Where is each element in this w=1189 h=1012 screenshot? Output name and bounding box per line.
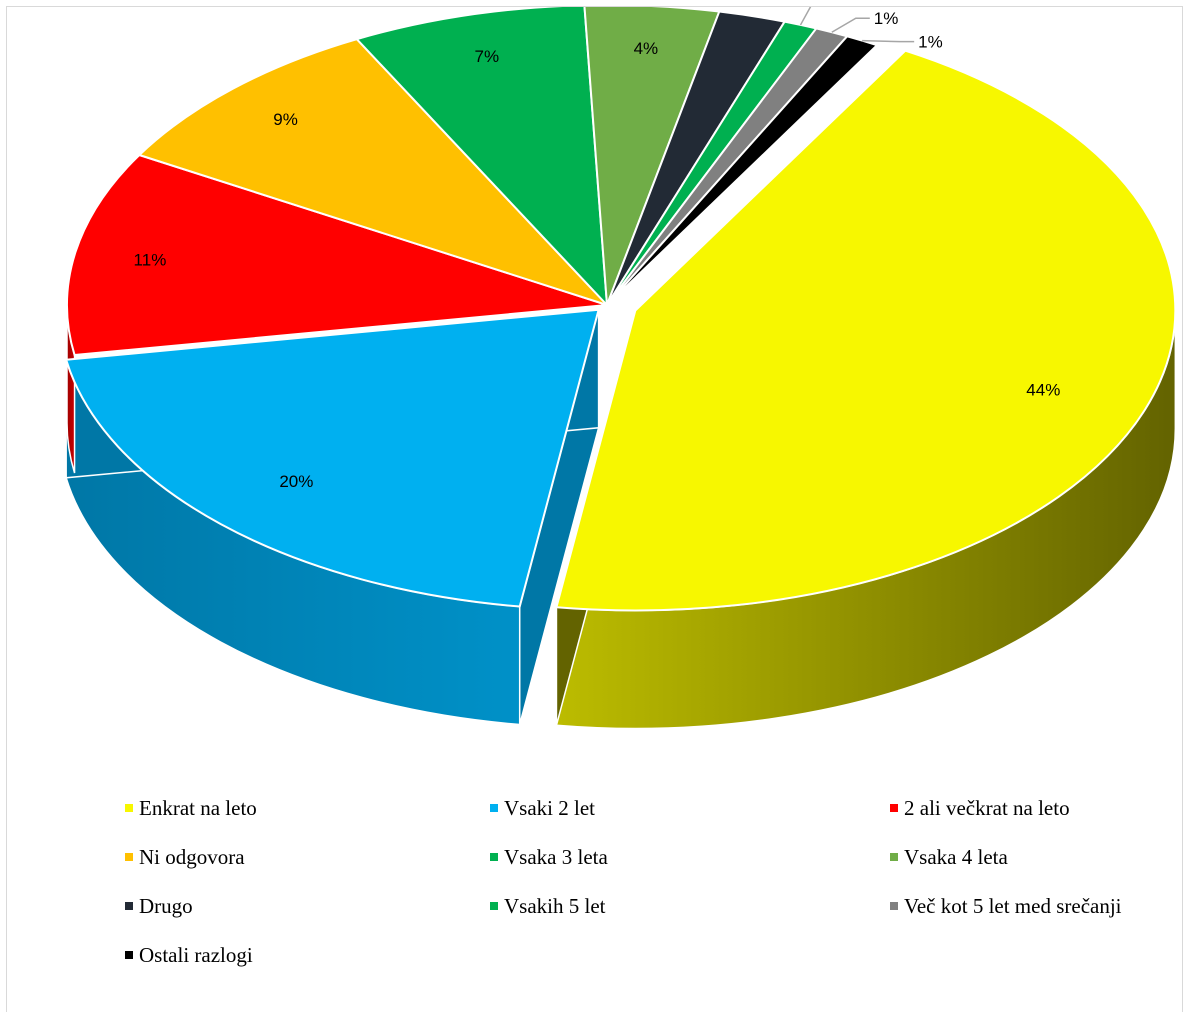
legend-swatch	[125, 951, 133, 959]
legend-label: Ni odgovora	[139, 845, 245, 870]
leader-line-vec-kot-5-let-med-srecanji	[832, 18, 870, 32]
data-label-enkrat-na-leto: 44%	[1026, 380, 1060, 399]
data-label-vec-kot-5-let-med-srecanji: 1%	[874, 9, 899, 28]
data-label-2-ali-veckrat-na-leto: 11%	[134, 250, 167, 269]
legend-item-vec-kot-5-let-med-srecanji: Več kot 5 let med srečanji	[890, 893, 1189, 919]
legend-item-2-ali-veckrat-na-leto: 2 ali večkrat na leto	[890, 795, 1189, 821]
legend-item-enkrat-na-leto: Enkrat na leto	[125, 795, 490, 821]
legend-swatch	[490, 853, 498, 861]
leader-line-ostali-razlogi	[862, 41, 914, 42]
legend-swatch	[890, 804, 898, 812]
legend-item-vsakih-5-let: Vsakih 5 let	[490, 893, 890, 919]
legend-label: Vsakih 5 let	[504, 894, 605, 919]
data-label-vsaka-4-leta: 4%	[634, 39, 659, 58]
legend-swatch	[490, 804, 498, 812]
legend-swatch	[490, 902, 498, 910]
legend-swatch	[125, 804, 133, 812]
legend-label: Drugo	[139, 894, 193, 919]
legend-label: Vsaki 2 let	[504, 796, 595, 821]
legend-item-vsaka-4-leta: Vsaka 4 leta	[890, 844, 1189, 870]
legend-label: 2 ali večkrat na leto	[904, 796, 1070, 821]
legend: Enkrat na leto Vsaki 2 let 2 ali večkrat n…	[125, 795, 1185, 968]
legend-swatch	[125, 902, 133, 910]
legend-label: Več kot 5 let med srečanji	[904, 894, 1122, 919]
legend-label: Ostali razlogi	[139, 943, 253, 968]
legend-item-vsaki-2-let: Vsaki 2 let	[490, 795, 890, 821]
data-label-vsaki-2-let: 20%	[279, 472, 313, 491]
data-label-ostali-razlogi: 1%	[918, 33, 943, 52]
legend-swatch	[890, 853, 898, 861]
legend-item-vsaka-3-leta: Vsaka 3 leta	[490, 844, 890, 870]
pie-chart: 44%20%11%9%7%4%2%1%1%1%	[7, 7, 1184, 777]
chart-frame: 44%20%11%9%7%4%2%1%1%1% Enkrat na letoVs…	[6, 6, 1183, 1012]
legend-item-drugo: Drugo	[125, 893, 490, 919]
legend-item-ni-odgovora: Ni odgovora	[125, 844, 490, 870]
legend-swatch	[125, 853, 133, 861]
data-label-ni-odgovora: 9%	[273, 110, 298, 129]
legend-item-ostali-razlogi: Ostali razlogi	[125, 942, 490, 968]
data-label-vsaka-3-leta: 7%	[475, 47, 500, 66]
pie-slices	[66, 7, 1175, 610]
legend-label: Enkrat na leto	[139, 796, 257, 821]
leader-line-vsakih-5-let	[801, 7, 847, 25]
legend-swatch	[890, 902, 898, 910]
legend-label: Vsaka 4 leta	[904, 845, 1008, 870]
legend-label: Vsaka 3 leta	[504, 845, 608, 870]
